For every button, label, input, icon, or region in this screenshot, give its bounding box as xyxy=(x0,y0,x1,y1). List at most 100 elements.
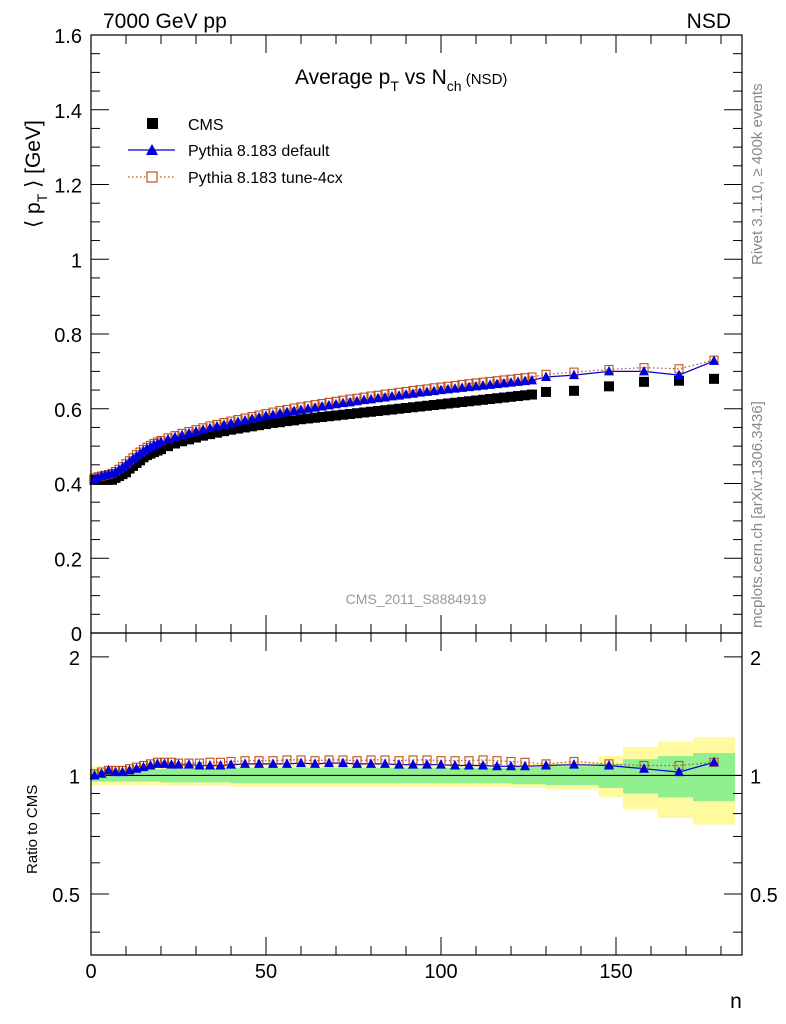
ratio-default-point xyxy=(464,759,474,770)
pythia-default-point xyxy=(261,410,271,420)
cms-data-point xyxy=(226,424,236,435)
cms-data-point xyxy=(331,410,341,421)
cms-data-point xyxy=(527,389,537,400)
ratio-default-point xyxy=(103,764,114,775)
ratio-default-point xyxy=(152,758,163,768)
energy-label: 7000 GeV pp xyxy=(103,10,227,33)
legend-marker-cms xyxy=(147,118,158,129)
ratio-default-point xyxy=(240,758,250,768)
cms-data-point xyxy=(422,400,432,411)
pythia-default-point xyxy=(443,383,453,394)
cms-data-point xyxy=(499,392,509,403)
ratio-default-point xyxy=(184,759,194,769)
cms-data-point xyxy=(261,419,271,430)
cms-data-point xyxy=(450,397,460,408)
ratio-default-point xyxy=(394,759,404,769)
pythia-default-point xyxy=(471,380,481,391)
cms-data-point xyxy=(254,420,264,431)
x-tick-label: 50 xyxy=(255,961,277,983)
legend-marker-pythia-tune xyxy=(146,171,158,183)
pythia-default-point xyxy=(366,393,376,404)
pythia-default-point xyxy=(506,377,516,387)
ratio-default-point xyxy=(639,763,649,773)
ratio-default-point xyxy=(352,758,362,768)
legend-marker-pythia-default xyxy=(146,144,158,155)
cms-data-point xyxy=(471,395,481,406)
pythia-default-point xyxy=(338,397,348,408)
main-y-tick-label: 0.8 xyxy=(54,325,82,347)
cms-data-point xyxy=(709,373,719,384)
ratio-plot-frame xyxy=(90,632,743,956)
pythia-default-point xyxy=(373,392,383,403)
cms-data-point xyxy=(569,385,579,396)
pythia-default-point xyxy=(513,376,523,386)
ratio-default-point xyxy=(436,759,446,769)
ratio-default-point xyxy=(366,758,376,768)
ratio-default-point xyxy=(282,758,292,768)
pythia-default-point xyxy=(380,392,390,402)
cms-data-point xyxy=(373,405,383,416)
main-y-tick-label: 1.2 xyxy=(54,176,82,198)
ratio-default-point xyxy=(604,759,614,770)
pythia-default-point xyxy=(639,365,649,376)
cms-data-point xyxy=(380,405,390,416)
pythia-default-point xyxy=(436,384,446,395)
pythia-default-point xyxy=(541,371,551,381)
cms-data-point xyxy=(415,401,425,412)
ratio-default-point xyxy=(215,759,226,770)
pythia-default-point xyxy=(457,382,467,392)
cms-data-point xyxy=(485,394,495,405)
ratio-default-point xyxy=(380,758,390,768)
pythia-default-point xyxy=(156,436,166,447)
ratio-default-point xyxy=(166,759,177,769)
cms-data-point xyxy=(191,432,201,443)
cms-data-point xyxy=(639,376,649,387)
pythia-default-point xyxy=(324,399,334,410)
cms-data-point xyxy=(338,409,348,420)
ratio-default-point xyxy=(569,759,579,769)
ratio-tune-line xyxy=(94,759,715,775)
pythia-default-point xyxy=(674,369,684,380)
ratio-y-tick-label: 2 xyxy=(69,648,80,670)
pythia-default-point xyxy=(289,405,299,415)
legend-label-cms: CMS xyxy=(188,117,224,134)
pythia-default-line xyxy=(94,360,715,481)
ratio-y-tick-label: 0.5 xyxy=(52,885,80,907)
cms-data-point xyxy=(352,408,362,419)
cms-data-point xyxy=(156,444,166,455)
analysis-id-label: CMS_2011_S8884919 xyxy=(346,591,487,607)
cms-data-point xyxy=(604,381,614,392)
pythia-default-point xyxy=(604,365,614,376)
plot-title: Average pT vs Nch (NSD) xyxy=(295,66,507,94)
ratio-default-point xyxy=(478,759,488,770)
ratio-default-point xyxy=(450,759,460,770)
ratio-default-point xyxy=(173,759,184,769)
cms-data-point xyxy=(513,391,523,402)
rivet-version-label: Rivet 3.1.10, ≥ 400k events xyxy=(749,83,766,265)
ratio-default-point xyxy=(296,757,306,768)
ratio-uncertainty-bands xyxy=(91,737,742,825)
ratio-default-point xyxy=(338,757,348,768)
cms-data-point xyxy=(436,399,446,410)
pythia-default-point xyxy=(401,389,411,399)
ratio-default-point xyxy=(709,756,719,767)
pythia-default-point xyxy=(450,383,460,393)
pythia-default-point xyxy=(464,381,474,392)
pythia-default-point xyxy=(387,390,397,401)
cms-data-point xyxy=(674,375,684,386)
ratio-y-tick-label-right: 1 xyxy=(750,766,761,788)
cms-data-point xyxy=(184,434,194,445)
cms-data-point xyxy=(163,441,173,452)
ratio-y-tick-label-right: 2 xyxy=(750,648,761,670)
cms-data-point xyxy=(198,430,208,441)
legend-label-pythia-default: Pythia 8.183 default xyxy=(188,143,330,160)
pythia-default-point xyxy=(429,385,439,396)
cms-data-point xyxy=(289,415,299,426)
cms-data-point xyxy=(394,403,404,414)
pythia-default-point xyxy=(499,377,509,388)
ratio-default-point xyxy=(254,758,264,768)
cms-data-point xyxy=(296,414,306,425)
cms-data-point xyxy=(212,427,222,438)
ratio-default-point xyxy=(96,768,107,778)
main-y-tick-label: 1.6 xyxy=(54,26,82,48)
